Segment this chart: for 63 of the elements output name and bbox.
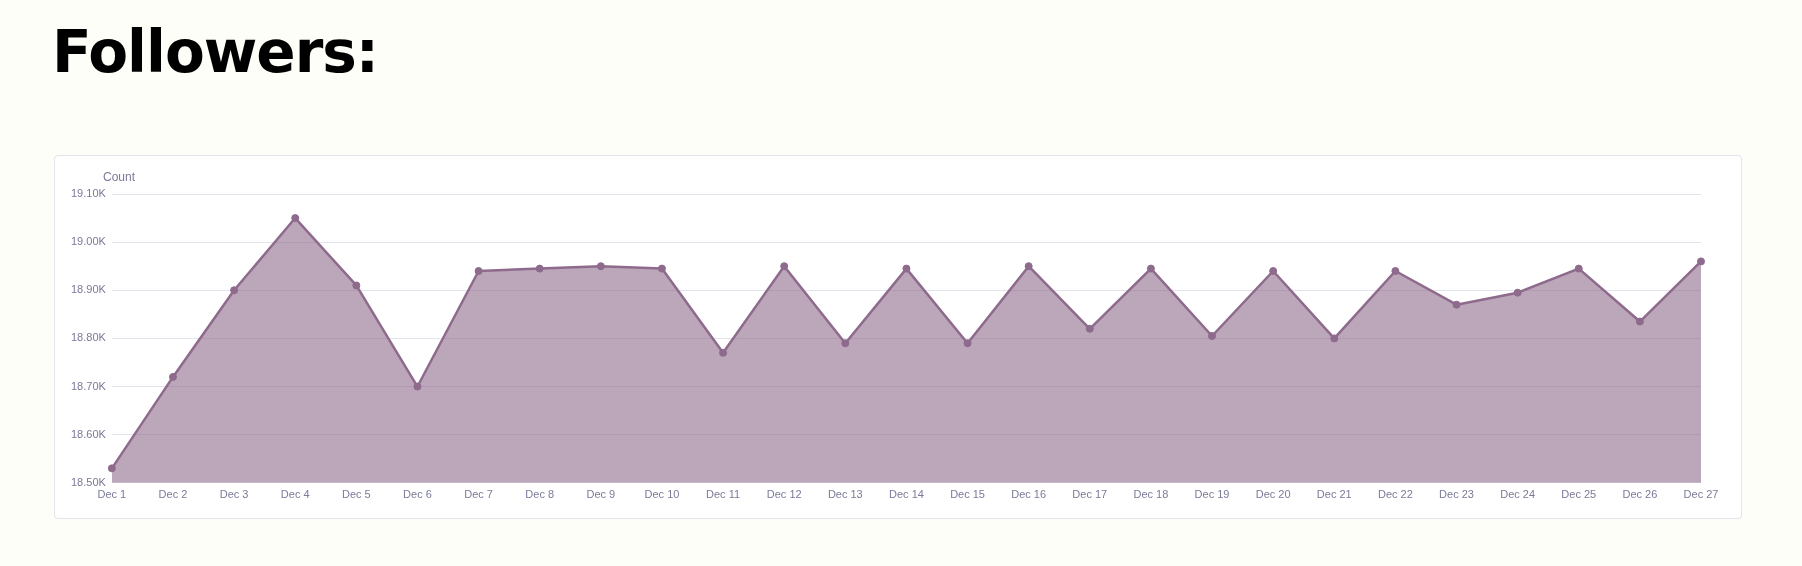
point (352, 281, 361, 290)
x-tick-label: Dec 24 (1500, 488, 1536, 501)
point (291, 214, 300, 223)
point (1024, 262, 1033, 271)
x-tick-label: Dec 15 (950, 488, 985, 501)
x-tick-label: Dec 6 (403, 488, 432, 501)
x-tick-label: Dec 11 (706, 488, 741, 501)
x-tick-label: Dec 4 (280, 488, 310, 501)
point (413, 382, 422, 391)
y-tick-label: 18.90K (70, 283, 107, 296)
point (1574, 264, 1583, 273)
x-tick-label: Dec 7 (464, 488, 493, 501)
x-tick-label: Dec 13 (827, 488, 863, 501)
point (1513, 288, 1522, 297)
x-tick-label: Dec 22 (1377, 488, 1413, 501)
x-tick-label: Dec 9 (586, 488, 616, 501)
x-tick-label: Dec 21 (1316, 488, 1352, 501)
y-tick-label: 19.10K (70, 187, 107, 200)
y-axis-title: Count (103, 170, 136, 184)
point (1208, 331, 1217, 340)
x-tick-label: Dec 3 (219, 488, 249, 501)
point (719, 348, 728, 357)
x-tick-label: Dec 14 (889, 488, 924, 501)
point (107, 464, 116, 473)
x-tick-label: Dec 16 (1011, 488, 1047, 501)
x-tick-label: Dec 27 (1683, 488, 1719, 501)
y-tick-label: 18.60K (70, 427, 107, 440)
point (168, 372, 177, 381)
point (1452, 300, 1461, 309)
point (657, 264, 666, 273)
y-tick-label: 18.70K (70, 379, 107, 392)
x-tick-label: Dec 18 (1133, 488, 1169, 501)
x-tick-label: Dec 8 (525, 488, 555, 501)
point (1697, 257, 1705, 266)
point (1635, 317, 1644, 326)
point (963, 339, 972, 348)
x-tick-label: Dec 2 (158, 488, 188, 501)
point (230, 286, 239, 295)
y-tick-label: 18.50K (70, 475, 107, 488)
point (1269, 267, 1278, 276)
y-tick-label: 18.80K (70, 331, 107, 344)
point (474, 267, 483, 276)
point (1146, 264, 1155, 273)
point (841, 339, 850, 348)
x-tick-label: Dec 26 (1622, 488, 1658, 501)
x-tick-label: Dec 10 (644, 488, 680, 501)
point (1391, 267, 1400, 276)
x-tick-label: Dec 19 (1194, 488, 1230, 501)
x-tick-label: Dec 12 (766, 488, 802, 501)
point (535, 264, 544, 273)
y-tick-label: 19.00K (70, 235, 107, 248)
point (780, 262, 789, 271)
point (596, 262, 605, 271)
x-tick-label: Dec 5 (341, 488, 371, 501)
x-tick-label: Dec 25 (1561, 488, 1597, 501)
x-tick-label: Dec 1 (97, 488, 127, 501)
chart-title: Followers: (52, 18, 378, 86)
x-tick-label: Dec 20 (1255, 488, 1291, 501)
point (902, 264, 911, 273)
point (1330, 334, 1339, 343)
point (1085, 324, 1094, 333)
x-tick-label: Dec 17 (1072, 488, 1108, 501)
x-tick-label: Dec 23 (1439, 488, 1474, 501)
